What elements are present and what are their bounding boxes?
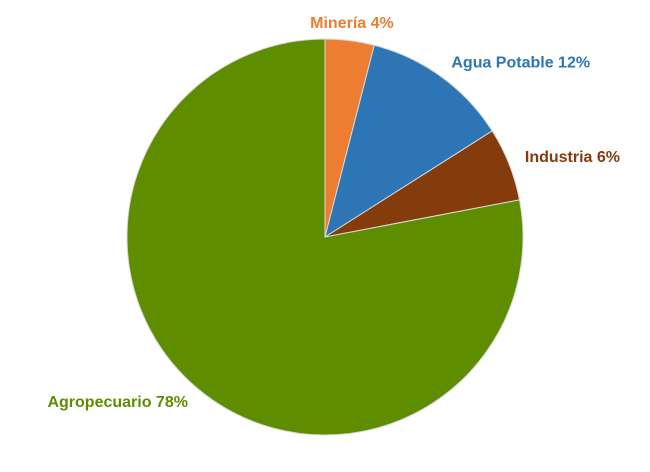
data-label: Agropecuario 78% <box>47 394 187 411</box>
pie-slice <box>126 38 524 436</box>
data-label: Industria 6% <box>525 149 620 166</box>
data-label: Minería 4% <box>310 15 394 32</box>
data-label: Agua Potable 12% <box>451 54 590 71</box>
pie-slice <box>324 44 493 239</box>
